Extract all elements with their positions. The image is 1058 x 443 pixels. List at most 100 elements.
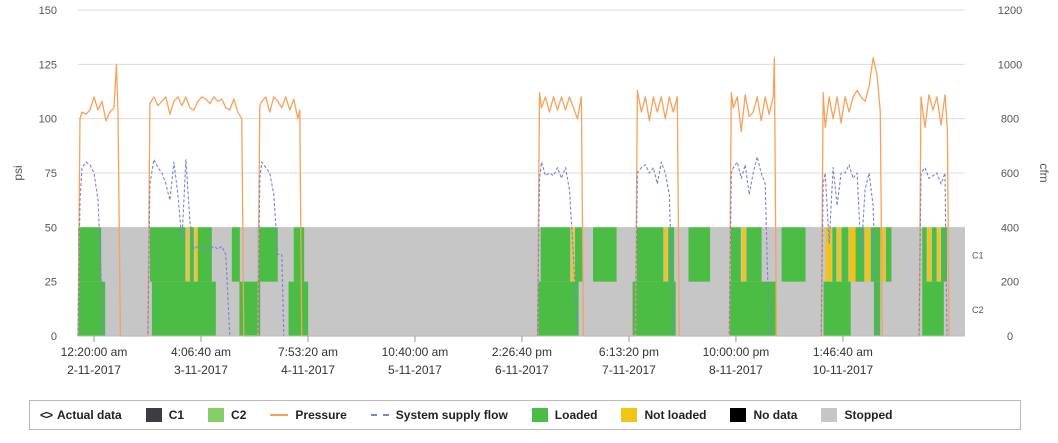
x-tick-time-label: 7:53:20 am [278,345,338,359]
compressor-bands [78,227,965,336]
legend-flow-label: System supply flow [395,408,508,422]
y-right-axis-title: cfm [1037,163,1051,182]
pressure-line-swatch [270,414,289,416]
c1-state-segment [575,227,584,282]
legend-actual-data[interactable]: <> Actual data [40,408,122,422]
legend-stopped-label: Stopped [844,408,893,422]
legend-pressure[interactable]: Pressure [270,408,347,422]
x-tick-date-label: 7-11-2017 [602,363,656,377]
c1-state-segment [837,227,841,282]
legend-c1[interactable]: C1 [145,408,184,422]
y-left-axis-title: psi [11,165,25,180]
y-right-tick-label: 1000 [998,59,1022,71]
c2-state-segment [288,281,309,336]
axes: 0 0 25 200 50 400 75 600 100 800 125 1000 150 1200 C1 C… [11,5,1051,377]
y-right-tick-label: 1200 [998,5,1022,17]
c1-state-segment [922,227,927,282]
c1-state-segment [189,227,194,282]
flow-line-swatch [370,414,389,416]
legend-pressure-label: Pressure [295,408,347,422]
no-data-swatch [730,408,747,422]
x-tick-date-label: 5-11-2017 [388,363,442,377]
legend-no-data-label: No data [753,408,798,422]
y-left-tick-label: 125 [39,59,57,71]
pressure-line [77,57,950,337]
c1-state-segment [293,227,305,282]
y-right-tick-label: 400 [1001,222,1019,234]
legend-stopped[interactable]: Stopped [821,408,892,422]
c1-state-segment [593,227,617,282]
c2-state-segment [823,281,851,336]
x-tick-time-label: 6:13:20 pm [599,345,659,359]
c1-state-segment [186,227,190,282]
y-right-tick-label: 600 [1001,168,1019,180]
c1-state-segment [849,227,856,282]
legend-c2-label: C2 [231,408,247,422]
c1-state-segment [927,227,932,282]
c2-lane-label: C2 [972,305,984,315]
c1-swatch [145,408,162,422]
x-tick-time-label: 12:20:00 am [61,345,128,359]
c1-state-segment [78,227,102,282]
c2-swatch [208,408,225,422]
c1-state-segment [781,227,806,282]
legend-flow[interactable]: System supply flow [370,408,508,422]
chart-area: 0 0 25 200 50 400 75 600 100 800 125 1000 150 1200 C1 C… [11,5,1051,377]
x-tick-date-label: 10-11-2017 [813,363,874,377]
x-tick-time-label: 2:26:40 pm [492,345,552,359]
x-tick-date-label: 6-11-2017 [495,363,549,377]
loaded-swatch [531,408,548,422]
not-loaded-swatch [621,408,638,422]
c1-state-segment [664,227,668,282]
c2-state-segment [922,281,944,336]
c2-state-segment [78,281,106,336]
legend-not-loaded-label: Not loaded [644,408,707,422]
c1-state-segment [197,227,212,282]
y-left-tick-label: 50 [45,222,57,234]
c2-state-segment [632,281,676,336]
c1-state-segment [937,227,941,282]
legend-actual-data-label: Actual data [57,408,122,422]
c2-state-segment [538,281,579,336]
c1-lane-label: C1 [972,251,984,261]
x-tick-time-label: 10:00:00 pm [703,345,770,359]
legend-c2[interactable]: C2 [208,408,246,422]
c1-state-segment [941,227,948,282]
c1-state-segment [742,227,746,282]
legend-not-loaded[interactable]: Not loaded [621,408,706,422]
c1-state-segment [730,227,741,282]
c1-state-segment [825,227,832,282]
y-right-tick-label: 0 [1007,331,1013,343]
c1-state-segment [841,227,849,282]
x-tick-date-label: 3-11-2017 [174,363,228,377]
x-tick-date-label: 2-11-2017 [67,363,121,377]
x-tick-time-label: 4:06:40 am [171,345,231,359]
c1-state-segment [746,227,762,282]
stopped-swatch [821,408,838,422]
c1-state-segment [855,227,865,282]
c1-state-segment [636,227,664,282]
y-right-tick-label: 800 [1001,114,1019,126]
c1-state-segment [149,227,186,282]
x-tick-date-label: 8-11-2017 [709,363,763,377]
c1-state-segment [688,227,711,282]
c1-state-segment [540,227,571,282]
c1-state-segment [885,227,892,282]
y-left-tick-label: 75 [45,168,57,180]
legend-loaded[interactable]: Loaded [531,408,597,422]
c1-state-segment [195,227,198,282]
x-tick-time-label: 1:46:40 am [813,345,873,359]
c1-state-segment [231,227,240,282]
system-supply-flow-line [77,156,948,337]
combined-chart: 0 0 25 200 50 400 75 600 100 800 125 1000 150 1200 C1 C… [11,5,1051,377]
y-left-tick-label: 0 [51,331,57,343]
c2-state-segment [239,281,261,336]
y-left-tick-label: 150 [39,5,57,17]
y-right-tick-label: 200 [1001,277,1019,289]
c1-state-segment [257,227,278,282]
c1-state-segment [865,227,870,282]
series-lines [77,57,950,337]
legend-no-data[interactable]: No data [730,408,797,422]
y-left-tick-label: 25 [45,277,57,289]
code-arrows-icon: <> [40,408,53,422]
